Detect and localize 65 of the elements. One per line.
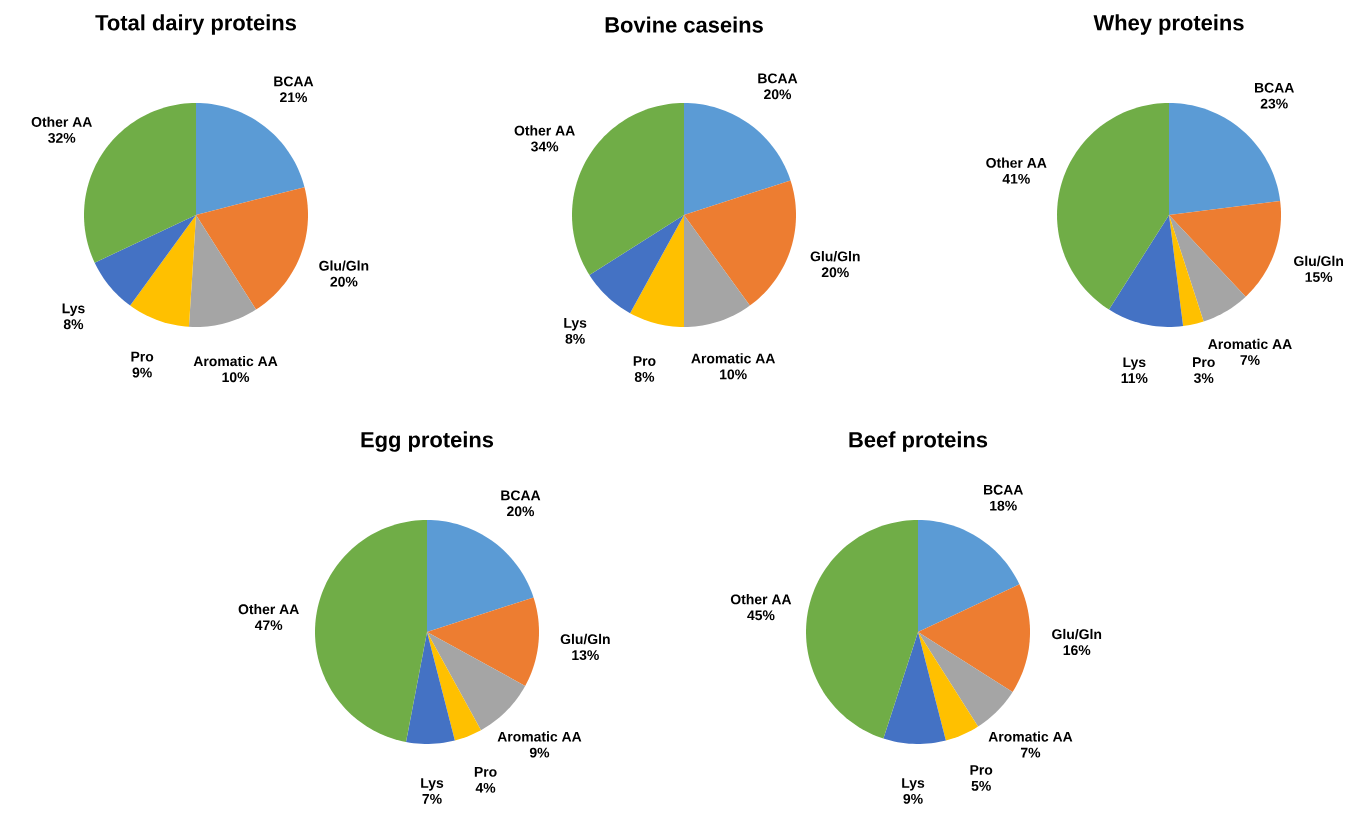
slice-label: Aromatic AA <box>1208 338 1292 350</box>
slice-label: Lys <box>564 318 587 331</box>
slice-label: Pro <box>1193 357 1215 368</box>
slice-label: Pro <box>131 351 154 362</box>
slice-label: Lys <box>421 778 444 791</box>
data-label: 20% <box>330 276 358 287</box>
chart-title: Whey proteins <box>1093 14 1244 35</box>
data-label: 10% <box>222 372 250 383</box>
data-label: 45% <box>747 610 775 621</box>
slice-label: Other AA <box>730 594 792 605</box>
data-label: 21% <box>280 92 308 103</box>
slice-label: Aromatic AA <box>988 731 1073 742</box>
slice-label: BCAA <box>758 73 798 84</box>
data-label: 23% <box>1260 98 1288 109</box>
data-label: 16% <box>1063 645 1091 656</box>
slice-label: Pro <box>970 765 993 775</box>
slice-label: BCAA <box>501 490 541 501</box>
slice-label: Aromatic AA <box>497 731 582 742</box>
slice-label: Glu/Gln <box>1052 628 1102 640</box>
chart-title: Egg proteins <box>361 431 494 452</box>
slice-label: Aromatic AA <box>193 355 278 367</box>
data-label: 9% <box>529 747 550 758</box>
data-label: 10% <box>720 369 747 380</box>
data-label: 7% <box>1240 355 1260 365</box>
data-label: 34% <box>530 141 559 152</box>
data-label: 32% <box>48 132 76 143</box>
slice-label: Lys <box>1123 357 1146 370</box>
data-label: 8% <box>63 319 84 330</box>
data-label: 7% <box>422 793 442 804</box>
data-label: 20% <box>507 506 535 517</box>
chart-title: Total dairy proteins <box>95 14 296 35</box>
slice-label: Other AA <box>238 603 299 615</box>
slice-label: BCAA <box>984 484 1023 495</box>
slice-label: Glu/Gln <box>319 260 369 271</box>
chart-title: Beef proteins <box>849 431 988 452</box>
slice-label: Glu/Gln <box>1294 255 1343 267</box>
slice-label: BCAA <box>274 76 314 87</box>
chart-title: Bovine caseins <box>605 16 763 33</box>
data-label: 13% <box>572 650 599 661</box>
slice-label: Other AA <box>31 116 92 127</box>
data-label: 9% <box>903 793 923 804</box>
slice-label: BCAA <box>1254 82 1294 93</box>
slice-label: Glu/Gln <box>560 633 610 645</box>
data-label: 47% <box>254 620 283 631</box>
data-label: 8% <box>634 371 655 382</box>
slice-label: Other AA <box>986 157 1047 168</box>
data-label: 20% <box>764 89 792 100</box>
data-label: 8% <box>565 333 585 344</box>
data-label: 41% <box>1002 173 1030 184</box>
data-label: 9% <box>132 367 152 378</box>
data-label: 15% <box>1305 272 1333 282</box>
slice-label: Glu/Gln <box>810 251 860 262</box>
slice-label: Lys <box>62 303 85 317</box>
data-label: 20% <box>821 267 849 278</box>
slice-label: Other AA <box>514 125 575 136</box>
slice-label: Pro <box>474 767 497 777</box>
slice-label: Pro <box>633 356 656 366</box>
slice-label: Aromatic AA <box>691 353 775 364</box>
data-label: 7% <box>1020 747 1041 758</box>
slice-label: Lys <box>902 778 925 791</box>
data-label: 4% <box>475 782 496 793</box>
data-label: 5% <box>971 780 991 791</box>
data-label: 18% <box>990 500 1017 511</box>
data-label: 3% <box>1193 373 1214 384</box>
data-label: 11% <box>1121 373 1148 384</box>
